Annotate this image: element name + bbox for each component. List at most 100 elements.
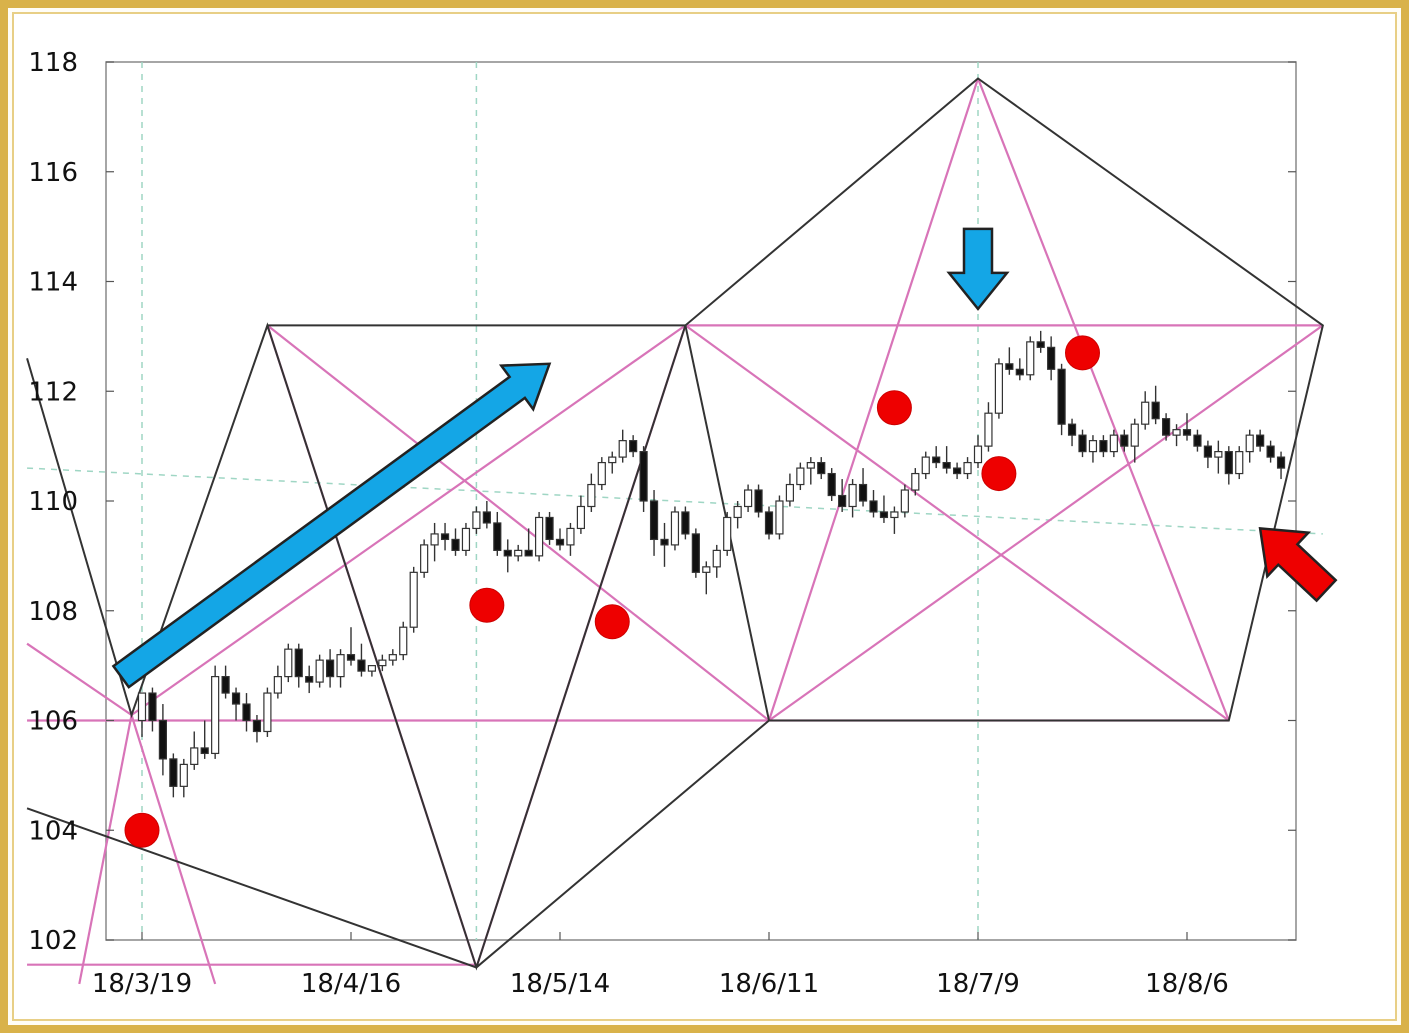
candle-down [555,538,565,546]
candle-up [534,516,544,557]
candle-down [639,451,648,502]
candle-up [775,500,784,535]
candle-up [273,675,282,694]
guide-line-dashed [27,467,1323,535]
y-tick-label: 104 [28,816,78,846]
candle-up [1088,440,1098,453]
pink-geometry-line [130,714,217,985]
candle-down [827,472,836,497]
y-tick-label: 116 [28,158,78,188]
candle-up [712,549,721,568]
candle-up [137,692,147,722]
candle-down [221,675,230,694]
y-tick-label: 114 [28,268,78,298]
candle-down [231,692,241,705]
candles [137,330,1286,798]
candle-down [326,659,335,678]
candle-up [409,571,418,628]
pink-geometry-line [768,324,1324,722]
candle-down [1224,451,1233,475]
pink-geometry-line [976,78,1230,721]
x-tick-label: 18/3/19 [92,969,192,999]
candle-up [608,456,617,464]
pink-geometry-line [266,324,770,722]
red-marker [594,604,630,640]
candle-down [200,747,209,755]
candle-down [1182,429,1192,436]
candle-up [911,472,920,491]
candle-up [806,461,815,469]
markers [124,335,1100,848]
candle-down [681,511,690,535]
y-tick-label: 102 [28,926,78,956]
candle-up [900,489,909,513]
candle-down [440,533,450,541]
candle-up [984,412,993,447]
candle-down [357,659,366,672]
candle-up [921,456,930,475]
candle-down [1099,440,1108,453]
candle-down [817,461,826,475]
red-marker [469,587,505,623]
pink-geometry-line [767,78,980,721]
candle-down [1193,434,1202,447]
candle-up [336,654,345,678]
candle-up [1235,451,1244,475]
candle-up [430,533,439,546]
candle-down [691,533,700,573]
candle-down [524,549,533,557]
candle-down [952,467,962,475]
candle-down [545,516,554,541]
candle-up [461,527,471,551]
x-tick-label: 18/4/16 [301,969,401,999]
candle-down [158,719,167,760]
candle-down [1078,434,1087,453]
candle-down [1015,368,1024,376]
candle-up [566,527,575,546]
candle-down [482,511,491,524]
candle-down [649,500,659,541]
candle-down [1067,423,1077,436]
x-tick-label: 18/8/6 [1145,969,1229,999]
candle-up [743,489,753,508]
candle-down [1276,456,1286,469]
y-tick-label: 112 [28,377,78,407]
candle-up [994,363,1004,414]
candle-up [597,461,606,486]
candle-down [169,758,178,787]
candle-up [1141,401,1150,425]
plot-area [105,61,1297,941]
candle-up [576,505,586,530]
candle-down [503,549,512,557]
red-marker [1065,335,1100,371]
candle-up [1130,423,1139,447]
pink-geometry-line [130,324,687,716]
red-marker [876,390,912,426]
candle-up [785,483,795,502]
candle-up [367,665,376,672]
candle-up [796,467,805,486]
candle-up [733,505,742,519]
y-tick-label: 110 [28,487,78,517]
candle-up [472,511,481,530]
y-tick-label: 106 [28,707,78,737]
y-axis: 102 104 106 108 110 112 114 116 118 [28,48,1296,956]
candle-up [702,566,711,573]
candle-down [242,703,251,722]
candle-up [618,440,627,458]
candle-up [1214,451,1223,458]
candle-up [1026,341,1035,376]
arrows [111,227,1338,689]
red-marker [124,812,160,848]
candle-down [660,538,669,546]
candle-up [973,445,983,464]
candle-up [179,763,188,787]
candle-down [1151,401,1160,420]
candle-up [514,549,523,557]
candle-down [1120,434,1129,447]
candle-down [294,648,303,678]
candle-up [670,511,680,546]
guide-lines [26,62,1324,985]
candle-down [1047,346,1056,370]
candle-down [1266,445,1275,458]
